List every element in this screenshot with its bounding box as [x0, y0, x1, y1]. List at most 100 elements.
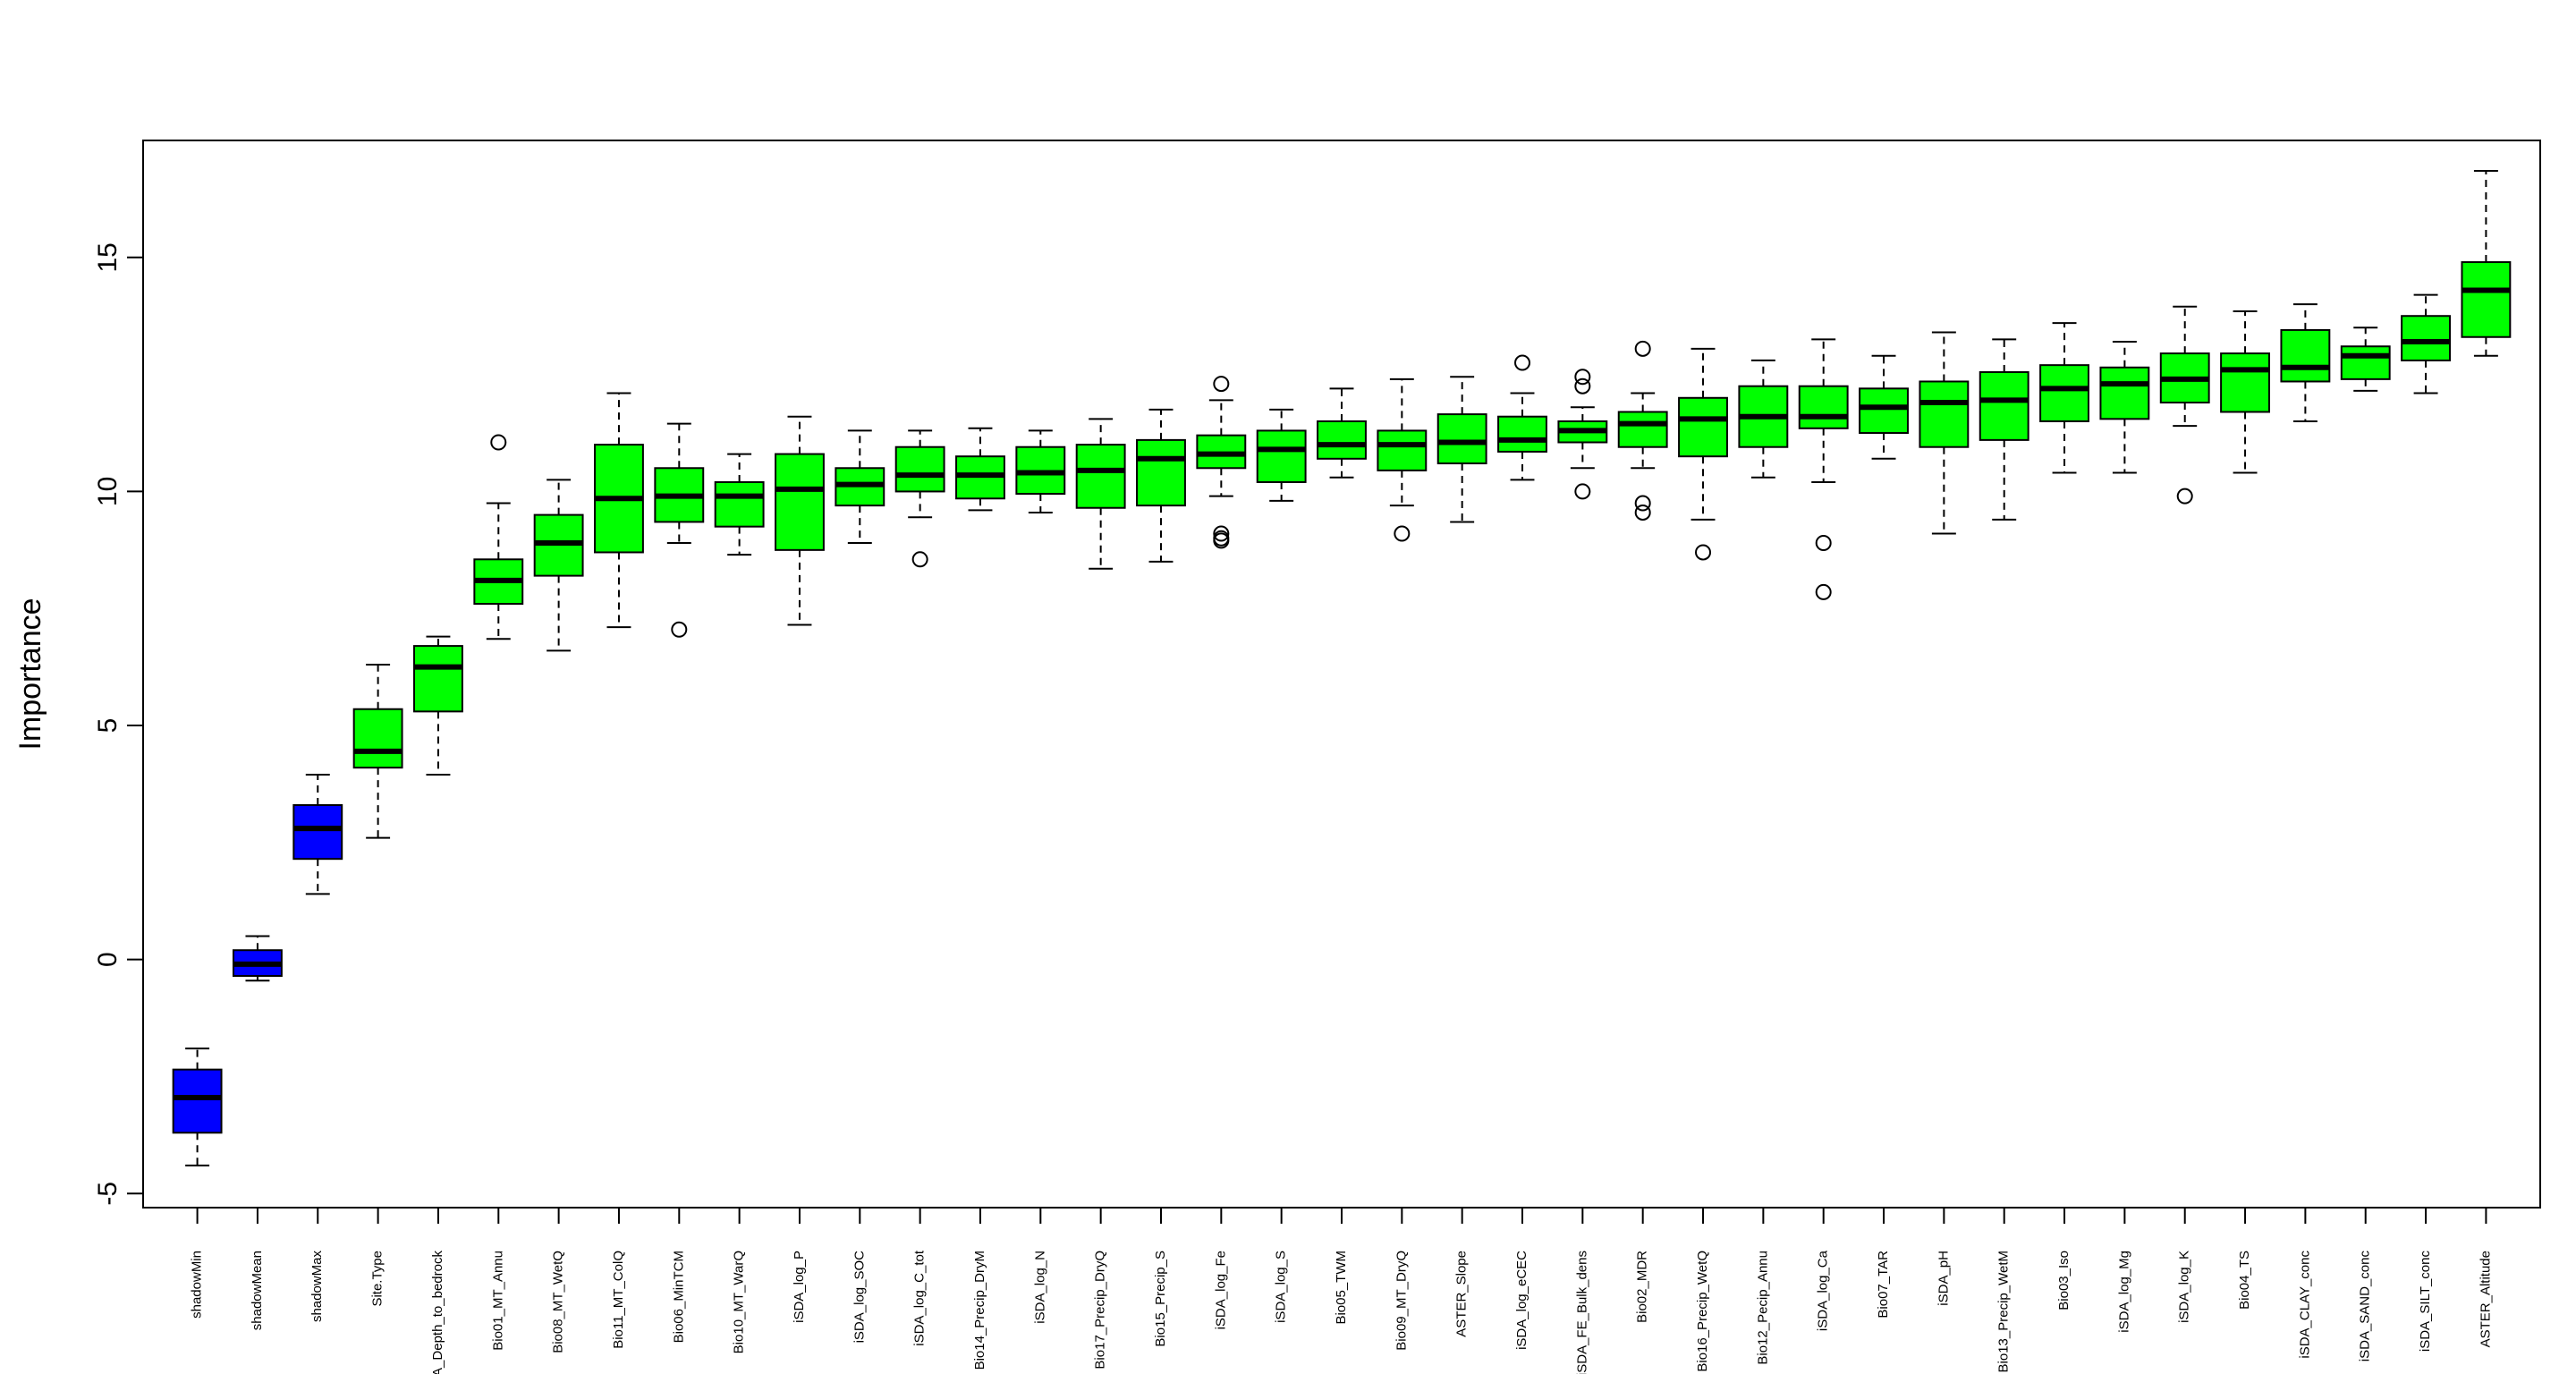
x-tick-label: shadowMin: [190, 1251, 205, 1319]
box-Bio13_Precip_WetM: [1979, 338, 2029, 521]
box-shadowMean: [233, 935, 283, 982]
box-Bio12_Pecip_Annu: [1738, 359, 1789, 479]
x-tick-label: shadowMax: [309, 1251, 325, 1323]
x-tick-label: Bio08_MT_WetQ: [551, 1251, 566, 1353]
box-iqr: [352, 708, 403, 769]
box-Bio17_Precip_DryQ: [1075, 418, 1126, 570]
outlier-point: [1213, 376, 1230, 393]
y-tick-label: -5: [93, 1182, 123, 1206]
box-Bio05_TWM: [1317, 387, 1367, 479]
box-Bio16_Precip_WetQ: [1678, 347, 1728, 561]
outlier-point: [1394, 525, 1411, 542]
y-axis: -5 0 5 10 15: [93, 242, 144, 1206]
x-tick-label: Bio16_Precip_WetQ: [1695, 1251, 1710, 1372]
box-iqr: [1859, 387, 1909, 435]
x-tick-label: iSDA_log_Mg: [2116, 1251, 2131, 1333]
box-shadowMax: [292, 773, 343, 895]
box-Bio09_MT_DryQ: [1377, 377, 1428, 542]
box-iSDA_log_N: [1015, 429, 1066, 513]
x-tick-label: Bio11_MT_ColQ: [611, 1251, 626, 1349]
outlier-point: [1574, 369, 1591, 386]
y-tick-label: 5: [93, 718, 123, 734]
x-tick-label: iSDA_CLAY_conc: [2297, 1251, 2312, 1359]
box-iSDA_SILT_conc: [2401, 293, 2451, 394]
box-Bio14_Precip_DryM: [955, 427, 1005, 512]
box-iqr: [2039, 364, 2089, 422]
box-iSDA_log_S: [1256, 408, 1307, 502]
box-Bio08_MT_WetQ: [533, 479, 584, 652]
box-iqr: [1919, 380, 1970, 448]
x-tick-label: iSDA_log_Fe: [1213, 1251, 1228, 1329]
outlier-point: [1574, 483, 1591, 500]
box-Bio11_MT_ColQ: [594, 392, 644, 629]
box-Bio10_MT_WarQ: [714, 453, 765, 556]
box-iSDA_log_K: [2159, 305, 2210, 505]
box-iSDA_log_eCEC: [1497, 354, 1547, 481]
box-iSDA_FE_Bulk_dens: [1557, 369, 1608, 500]
x-tick-label: Bio05_TWM: [1334, 1251, 1349, 1325]
y-axis-label: Importance: [13, 598, 47, 750]
x-tick-label: iSDA_log_C_tot: [912, 1250, 928, 1346]
box-iqr: [1678, 396, 1728, 458]
outlier-point: [1695, 544, 1712, 561]
box-iqr: [1497, 415, 1547, 453]
box-Bio06_MinTCM: [654, 422, 705, 638]
x-tick-label: Bio15_Precip_S: [1153, 1251, 1168, 1347]
outlier-point: [2176, 488, 2193, 505]
box-iSDA_log_C_tot: [894, 429, 945, 568]
x-tick-label: iSDA_pH: [1936, 1251, 1951, 1306]
box-iqr: [2340, 345, 2391, 380]
box-iqr: [2220, 352, 2270, 413]
box-iSDA_SAND_conc: [2340, 327, 2391, 392]
outlier-point: [1213, 532, 1230, 549]
outlier-point: [671, 621, 688, 638]
x-tick-label: Bio04_TS: [2237, 1251, 2252, 1310]
outlier-point: [1213, 525, 1230, 542]
box-iqr: [413, 645, 463, 713]
box-iqr: [2280, 328, 2331, 383]
x-tick-label: Bio07_TAR: [1876, 1251, 1891, 1319]
box-shadowMin: [172, 1047, 223, 1166]
box-iqr: [1979, 371, 2029, 441]
box-iqr: [1617, 411, 1668, 448]
box-Bio02_MDR: [1617, 340, 1668, 521]
box-iqr: [2461, 261, 2512, 338]
outlier-point: [1634, 495, 1651, 512]
box-iqr: [1436, 413, 1487, 465]
outlier-point: [1815, 583, 1832, 600]
x-tick-label: Site.Type: [370, 1251, 386, 1307]
x-tick-label: iSDA_log_N: [1032, 1251, 1047, 1324]
x-tick-label: Bio12_Pecip_Annu: [1755, 1251, 1770, 1365]
box-iSDA_pH: [1919, 331, 1970, 535]
box-iSDA_log_SOC: [835, 429, 886, 544]
box-iqr: [1075, 444, 1126, 509]
box-iqr: [1136, 438, 1186, 507]
box-iqr: [2401, 315, 2451, 361]
x-tick-label: Bio14_Precip_DryM: [972, 1251, 987, 1370]
x-tick-label: iSDA_SAND_conc: [2358, 1251, 2373, 1362]
x-tick-label: iSDA_log_P: [792, 1251, 807, 1323]
box-iqr: [2099, 366, 2150, 420]
x-tick-label: Bio06_MinTCM: [671, 1251, 686, 1343]
x-tick-label: iSDA_log_eCEC: [1514, 1251, 1530, 1350]
boxes: [172, 170, 2512, 1166]
x-tick-label: Bio02_MDR: [1635, 1251, 1650, 1323]
outlier-point: [490, 434, 507, 451]
y-tick-label: 10: [93, 477, 123, 506]
box-iqr: [1256, 429, 1307, 483]
box-iSDA_log_Mg: [2099, 340, 2150, 474]
box-iqr: [1798, 385, 1849, 429]
box-Bio03_Iso: [2039, 322, 2089, 474]
x-axis: shadowMin shadowMean shadowMax Site.Type iSD…: [190, 1207, 2493, 1374]
box-iqr: [1377, 429, 1428, 471]
outlier-point: [1634, 504, 1651, 521]
box-Site.Type: [352, 664, 403, 839]
box-iqr: [714, 480, 765, 528]
box-iqr: [172, 1068, 223, 1134]
box-iqr: [775, 453, 825, 551]
y-tick-label: 0: [93, 952, 123, 967]
y-tick-label: 15: [93, 242, 123, 272]
outlier-point: [1514, 354, 1531, 371]
x-tick-label: Bio03_Iso: [2056, 1251, 2072, 1310]
